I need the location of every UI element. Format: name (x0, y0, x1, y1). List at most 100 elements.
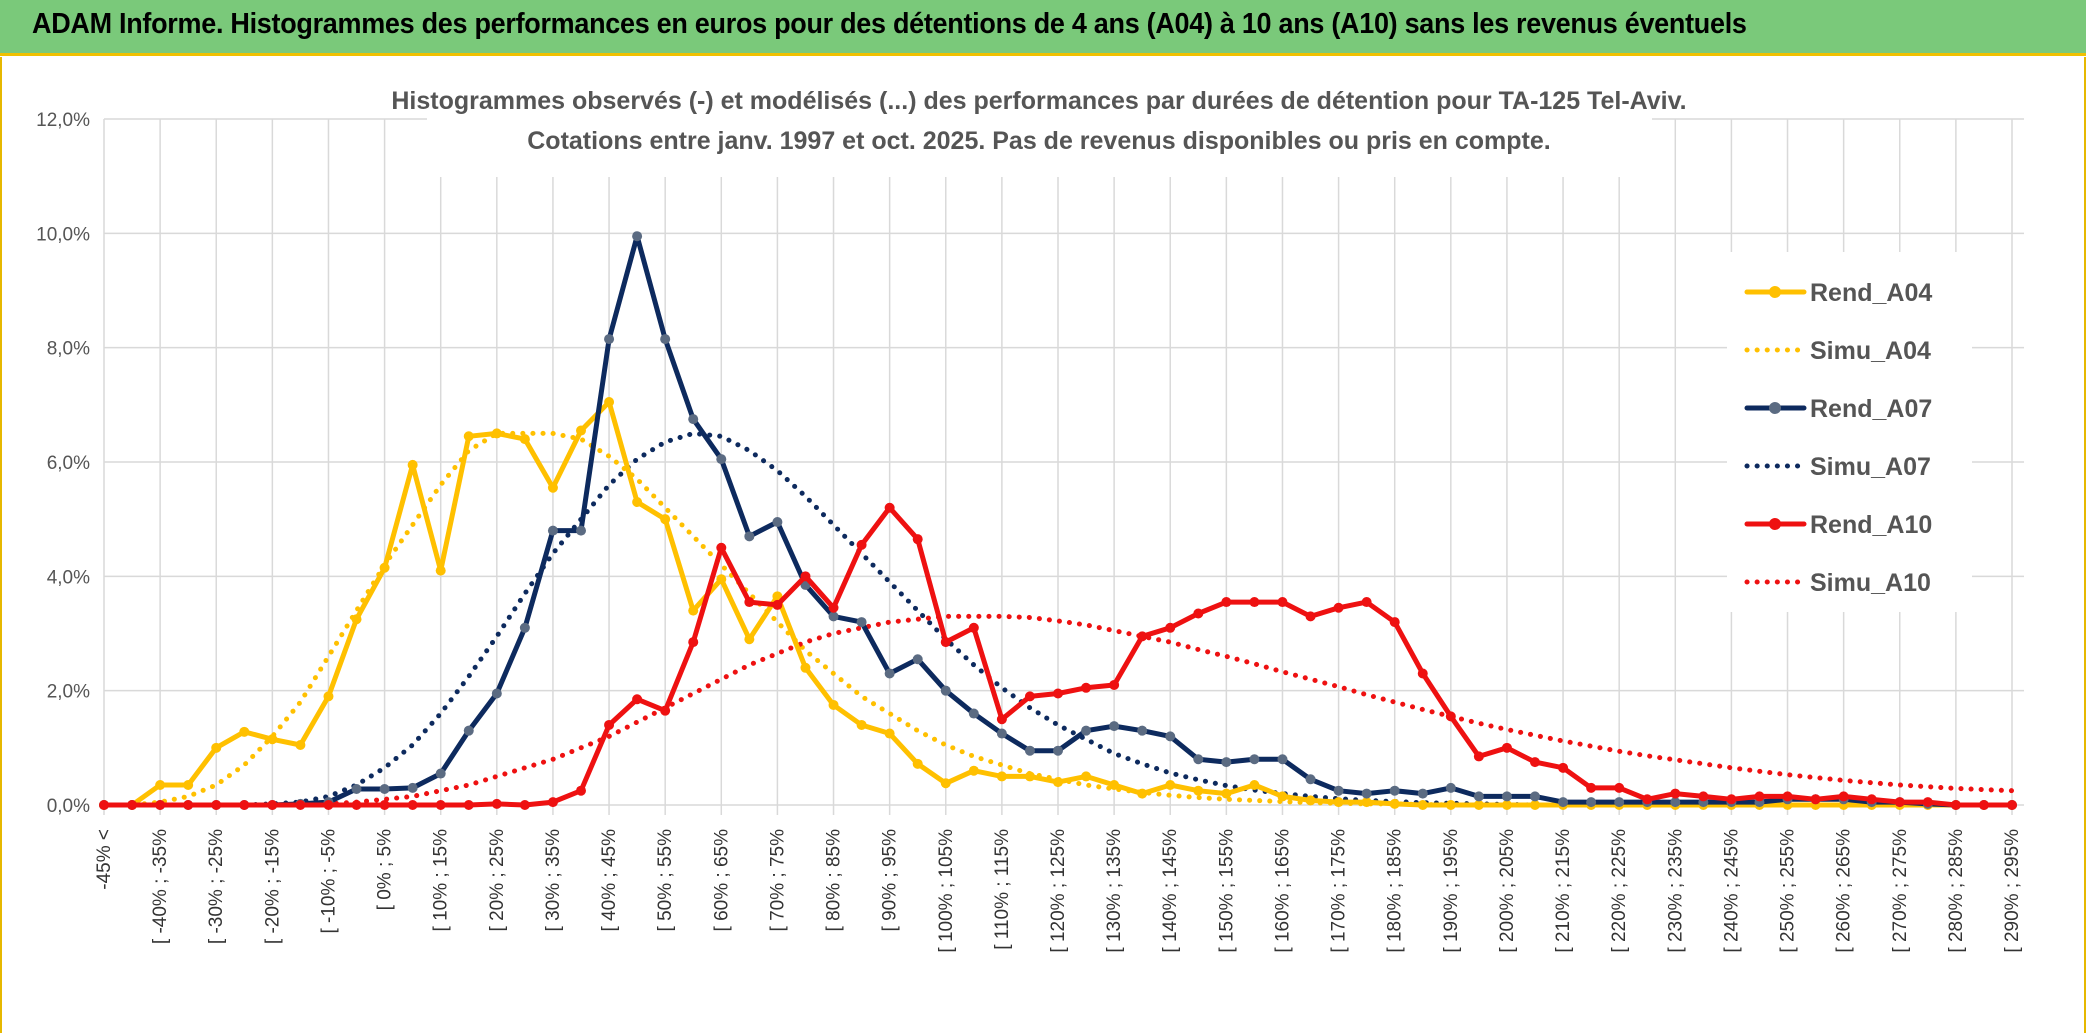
data-point (1193, 608, 1204, 619)
x-tick-label: [ 140% ; 145% (1160, 829, 1181, 953)
data-point (1277, 597, 1288, 608)
data-point (772, 517, 783, 528)
data-point (1221, 788, 1232, 799)
data-point (1193, 754, 1204, 765)
data-point (1754, 791, 1765, 802)
data-point (1894, 797, 1905, 808)
y-tick-label: 6,0% (47, 453, 90, 474)
legend-marker (1769, 518, 1781, 530)
x-tick-label: [ 250% ; 255% (1778, 829, 1799, 953)
legend-item-rend-a04: Rend_A04 (1744, 279, 1932, 307)
x-tick-label: [ 20% ; 25% (487, 829, 508, 932)
data-point (912, 534, 923, 545)
data-point (463, 725, 474, 736)
data-point (1193, 785, 1204, 796)
data-point (912, 654, 923, 665)
x-tick-label: [ 280% ; 285% (1946, 829, 1967, 953)
data-point (1053, 777, 1063, 788)
data-point (155, 800, 166, 810)
data-point (632, 497, 643, 508)
data-point (968, 622, 979, 633)
data-point (632, 231, 643, 242)
x-tick-label: [ 130% ; 135% (1104, 829, 1125, 953)
data-point (1305, 795, 1316, 806)
data-point (968, 765, 979, 776)
data-point (1053, 745, 1063, 756)
data-point (295, 739, 306, 750)
data-point (1614, 782, 1625, 793)
data-point (1389, 785, 1400, 796)
data-point (379, 783, 390, 794)
legend-marker (1769, 402, 1781, 414)
data-point (379, 562, 390, 573)
data-point (1221, 757, 1232, 768)
y-tick-label: 10,0% (36, 224, 90, 245)
data-point (1866, 794, 1877, 805)
data-point (267, 734, 278, 745)
data-point (519, 800, 530, 810)
data-point (716, 574, 727, 585)
data-point (828, 699, 839, 710)
data-point (1445, 711, 1456, 722)
data-point (660, 514, 671, 525)
data-point (660, 334, 671, 345)
data-point (239, 800, 250, 810)
data-point (463, 800, 474, 810)
data-point (744, 597, 755, 608)
data-point (1810, 794, 1821, 805)
data-point (2007, 800, 2017, 810)
data-point (996, 771, 1007, 782)
data-point (1024, 745, 1035, 756)
data-point (1473, 800, 1484, 810)
x-tick-label: [ 190% ; 195% (1441, 829, 1462, 953)
data-point (604, 719, 615, 730)
data-point (1305, 774, 1316, 785)
data-point (660, 705, 671, 716)
legend-marker (1769, 286, 1781, 298)
x-tick-label: [ 10% ; 15% (431, 829, 452, 932)
data-point (1081, 771, 1092, 782)
data-point (1024, 771, 1035, 782)
data-point (351, 783, 362, 794)
legend-item-rend-a10: Rend_A10 (1744, 511, 1932, 539)
data-point (1726, 794, 1737, 805)
data-point (996, 728, 1007, 739)
data-point (1417, 788, 1428, 799)
x-tick-label: [ -30% ; -25% (206, 829, 227, 944)
data-point (1950, 800, 1961, 810)
x-tick-label: [ 260% ; 265% (1834, 829, 1855, 953)
y-axis: 0,0% 2,0% 4,0% 6,0% 8,0% 10,0% 12,0% (36, 110, 90, 817)
y-tick-label: 8,0% (47, 339, 90, 360)
data-point (856, 719, 867, 730)
data-point (1642, 794, 1653, 805)
data-point (1165, 731, 1176, 742)
data-point (1922, 797, 1933, 808)
data-point (183, 779, 194, 790)
data-point (1137, 725, 1148, 736)
x-tick-label: [ 60% ; 65% (711, 829, 732, 932)
series-layer (99, 231, 2017, 810)
x-tick-label: [ 80% ; 85% (824, 829, 845, 932)
legend-item-rend-a07: Rend_A07 (1744, 395, 1932, 423)
x-tick-label: [ 200% ; 205% (1497, 829, 1518, 953)
data-point (435, 800, 446, 810)
legend-item-simu-a10: Simu_A10 (1744, 569, 1931, 597)
data-point (1445, 800, 1456, 810)
data-point (1782, 791, 1793, 802)
data-point (800, 571, 811, 582)
data-point (1277, 754, 1288, 765)
data-point (1614, 797, 1625, 808)
data-point (1249, 597, 1260, 608)
data-point (576, 525, 586, 536)
data-point (1530, 800, 1540, 810)
legend-item-simu-a04: Simu_A04 (1744, 337, 1931, 365)
data-point (968, 708, 979, 719)
report-title: ADAM Informe. Histogrammes des performan… (32, 8, 1747, 40)
x-tick-label: [ 180% ; 185% (1385, 829, 1406, 953)
chart-title: Histogrammes observés (-) et modélisés (… (391, 77, 1687, 177)
data-point (1558, 762, 1569, 773)
data-point (800, 662, 811, 673)
x-tick-label: [ 150% ; 155% (1216, 829, 1237, 953)
chart-title-line-1: Histogrammes observés (-) et modélisés (… (391, 87, 1686, 115)
x-tick-label: [ 100% ; 105% (936, 829, 957, 953)
